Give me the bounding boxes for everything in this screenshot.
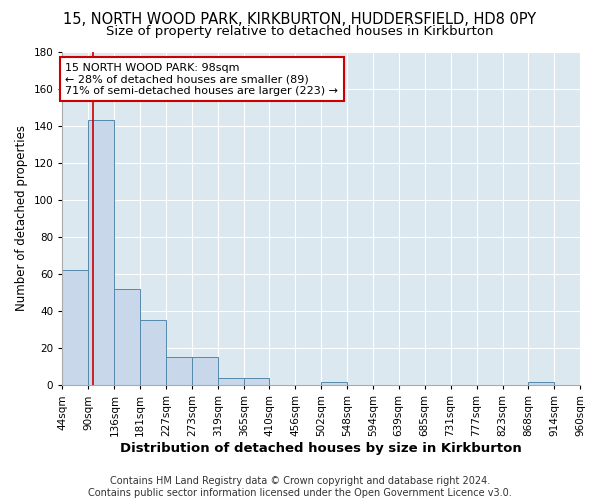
Bar — [244, 378, 269, 386]
Bar — [115, 289, 140, 386]
Text: 15 NORTH WOOD PARK: 98sqm
← 28% of detached houses are smaller (89)
71% of semi-: 15 NORTH WOOD PARK: 98sqm ← 28% of detac… — [65, 62, 338, 96]
Bar — [218, 378, 244, 386]
X-axis label: Distribution of detached houses by size in Kirkburton: Distribution of detached houses by size … — [120, 442, 522, 455]
Text: Contains HM Land Registry data © Crown copyright and database right 2024.
Contai: Contains HM Land Registry data © Crown c… — [88, 476, 512, 498]
Bar — [62, 270, 88, 386]
Bar — [166, 358, 192, 386]
Text: Size of property relative to detached houses in Kirkburton: Size of property relative to detached ho… — [106, 25, 494, 38]
Bar — [88, 120, 115, 386]
Bar — [321, 382, 347, 386]
Bar — [192, 358, 218, 386]
Bar — [528, 382, 554, 386]
Text: 15, NORTH WOOD PARK, KIRKBURTON, HUDDERSFIELD, HD8 0PY: 15, NORTH WOOD PARK, KIRKBURTON, HUDDERS… — [64, 12, 536, 28]
Bar — [140, 320, 166, 386]
Y-axis label: Number of detached properties: Number of detached properties — [15, 126, 28, 312]
